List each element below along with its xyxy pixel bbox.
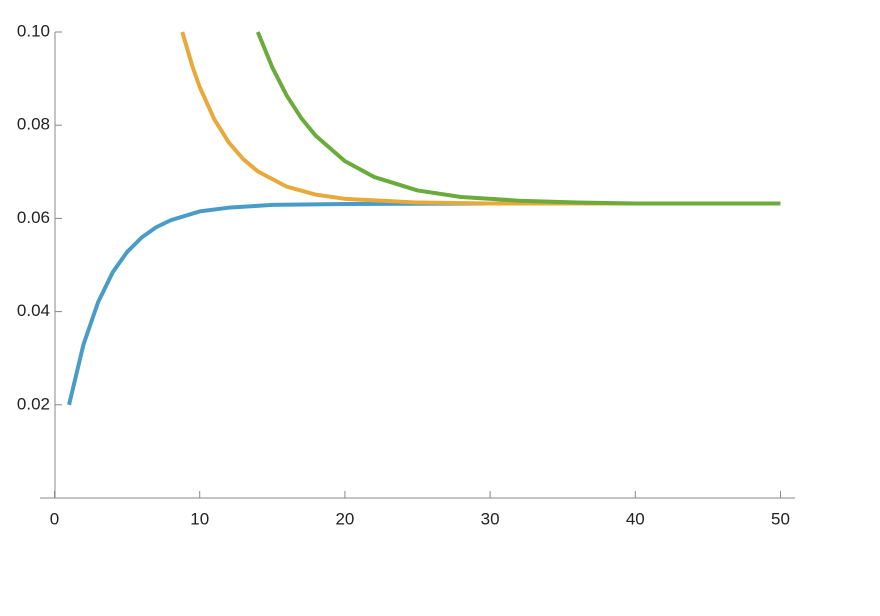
y-tick-label: 0.10: [17, 21, 50, 40]
x-tick-label: 10: [190, 509, 209, 528]
y-tick-label: 0.02: [17, 394, 50, 413]
series-line: [255, 31, 781, 206]
y-tick-label: 0.06: [17, 208, 50, 227]
series-line: [180, 31, 781, 206]
x-tick-label: 50: [771, 509, 790, 528]
y-tick-label: 0.04: [17, 301, 50, 320]
x-tick-label: 40: [626, 509, 645, 528]
y-tick-label: 0.08: [17, 115, 50, 134]
series-line: [67, 201, 781, 406]
x-tick-label: 20: [335, 509, 354, 528]
x-tick-label: 0: [50, 509, 59, 528]
x-tick-label: 30: [481, 509, 500, 528]
